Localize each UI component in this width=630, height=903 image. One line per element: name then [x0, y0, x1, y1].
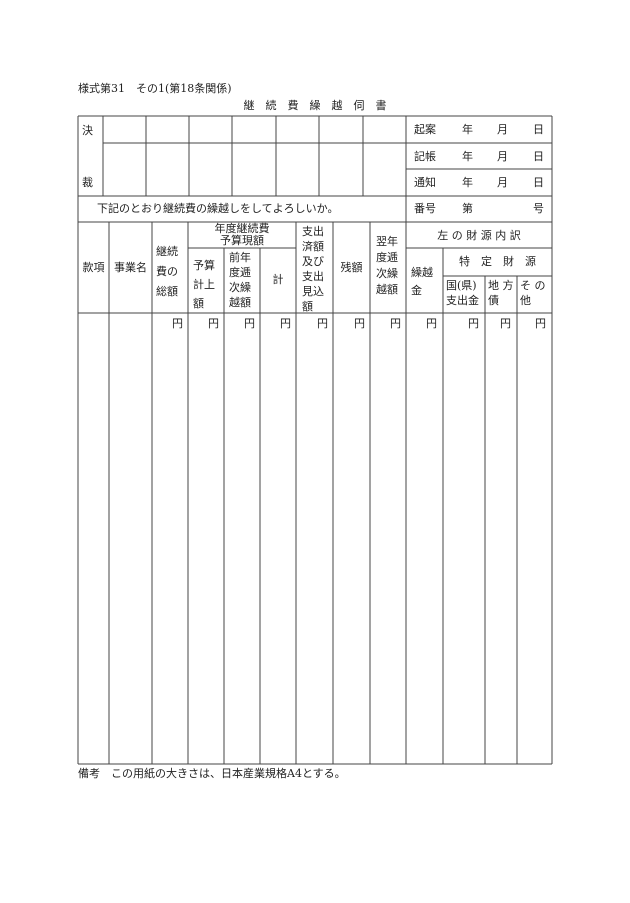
number-suffix: 号 [533, 202, 544, 215]
approval-label-bottom: 裁 [82, 176, 93, 189]
day-label: 日 [533, 123, 544, 136]
header-remain: 残額 [340, 261, 363, 274]
day-label: 日 [533, 176, 544, 189]
header-kanko: 款項 [82, 261, 105, 274]
form-id: 様式第31 その1(第18条関係) [78, 82, 232, 95]
unit-label: 円 [317, 317, 328, 330]
header-budget-listed: 予算 計上 額 [193, 259, 215, 310]
day-label: 日 [533, 150, 544, 163]
unit-label: 円 [390, 317, 401, 330]
year-label: 年 [462, 123, 473, 136]
unit-label: 円 [500, 317, 511, 330]
header-total: 継続 費の 総額 [156, 245, 178, 298]
header-other: そ の 他 [520, 279, 546, 307]
request-text: 下記のとおり継続費の繰越しをしてよろしいか。 [97, 202, 339, 215]
unit-label: 円 [244, 317, 255, 330]
header-specific-group: 特 定 財 源 [459, 255, 536, 268]
header-prev-carry: 前年 度逓 次繰 越額 [229, 251, 251, 309]
unit-label: 円 [468, 317, 479, 330]
unit-label: 円 [208, 317, 219, 330]
header-source-group: 左 の 財 源 内 訳 [437, 229, 521, 242]
number-label: 番号 [414, 202, 436, 215]
header-spent: 支出 済額 及び 支出 見込 額 [302, 225, 324, 313]
header-sum: 計 [272, 273, 284, 286]
header-jigyo: 事業名 [114, 261, 147, 274]
month-label: 月 [497, 176, 508, 189]
date-label: 記帳 [414, 150, 436, 163]
footnote: 備考 この用紙の大きさは、日本産業規格A4とする。 [78, 767, 346, 780]
header-budget-group: 年度継続費 予算現額 [214, 222, 270, 247]
page-title: 継 続 費 繰 越 伺 書 [243, 99, 387, 112]
number-prefix: 第 [462, 202, 473, 215]
unit-label: 円 [172, 317, 183, 330]
month-label: 月 [497, 150, 508, 163]
unit-label: 円 [354, 317, 365, 330]
month-label: 月 [497, 123, 508, 136]
header-national: 国(県) 支出金 [446, 279, 479, 307]
header-next-carry: 翌年 度逓 次繰 越額 [376, 235, 398, 296]
date-label: 起案 [414, 123, 436, 136]
year-label: 年 [462, 176, 473, 189]
header-local-bond: 地 方 債 [488, 279, 514, 307]
year-label: 年 [462, 150, 473, 163]
unit-label: 円 [535, 317, 546, 330]
unit-label: 円 [280, 317, 291, 330]
approval-label-top: 決 [82, 124, 93, 137]
header-carry-fund: 繰越 金 [411, 266, 433, 297]
date-label: 通知 [414, 176, 436, 189]
unit-label: 円 [426, 317, 437, 330]
